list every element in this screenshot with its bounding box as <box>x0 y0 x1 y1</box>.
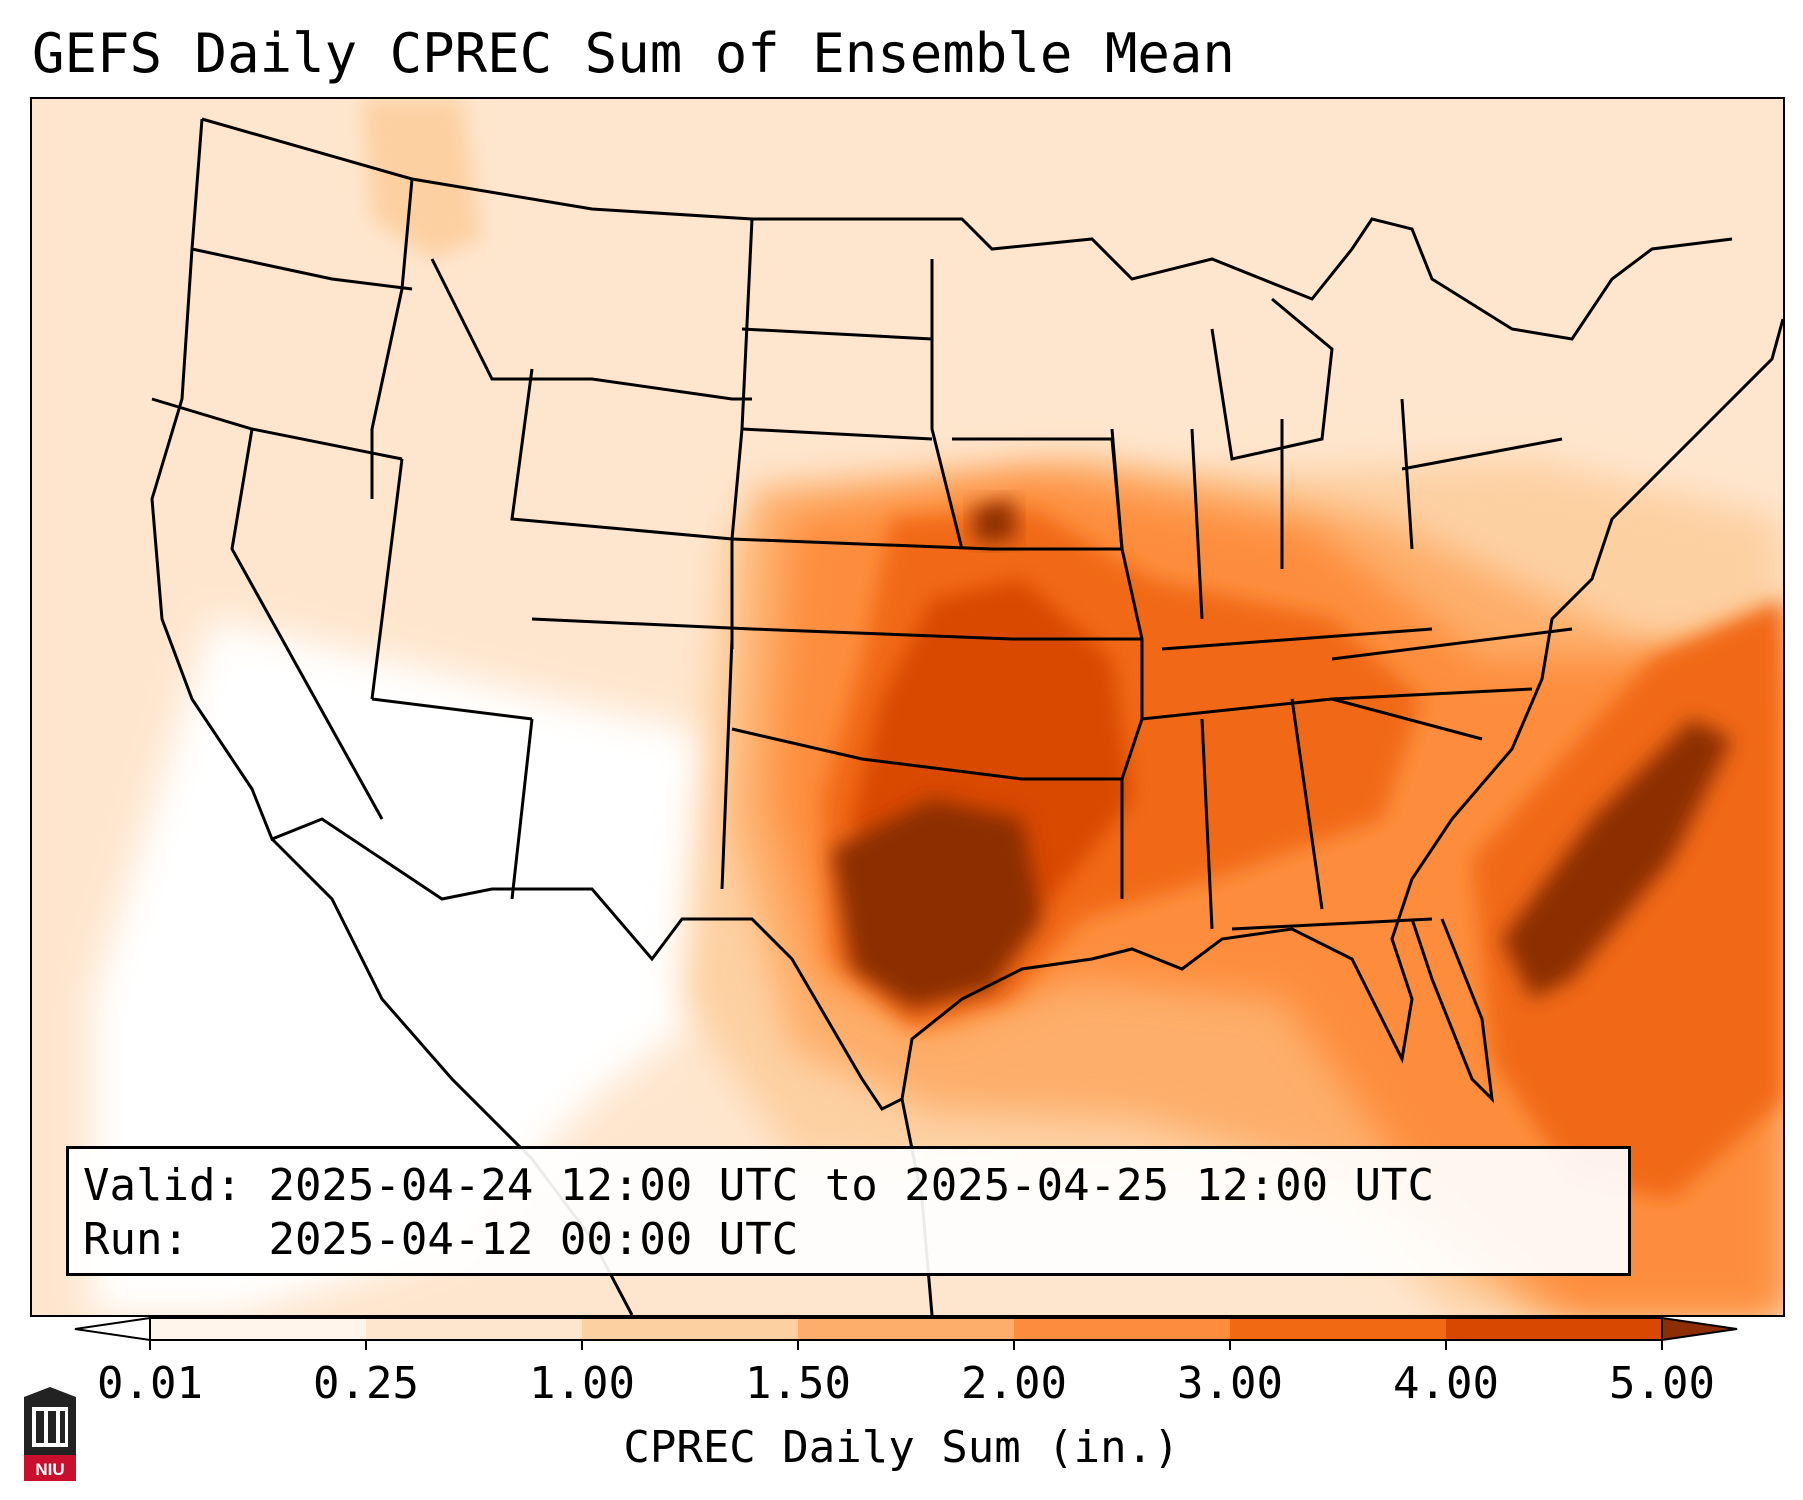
us-outline <box>150 118 1783 1111</box>
valid-line: Valid: 2025-04-24 12:00 UTC to 2025-04-2… <box>83 1159 1614 1213</box>
colorbar-segment <box>366 1318 582 1340</box>
northern-rockies-area <box>362 99 482 259</box>
nv-ut <box>370 458 404 700</box>
colorbar: 0.01 0.25 1.00 1.50 2.00 3.00 4.00 5.00 <box>74 1316 1738 1409</box>
nebraska-spot <box>972 499 1017 544</box>
atlantic-band-core <box>1502 719 1732 999</box>
run-line: Run: 2025-04-12 00:00 UTC <box>83 1213 1614 1267</box>
colorbar-segment <box>1446 1318 1662 1340</box>
co-nm <box>531 617 753 631</box>
wy-co <box>510 368 733 541</box>
nd-sd-ne <box>730 218 754 649</box>
colorbar-segment <box>1014 1318 1230 1340</box>
valid-run-info-box: Valid: 2025-04-24 12:00 UTC to 2025-04-2… <box>66 1146 1631 1276</box>
oh-pa <box>1400 398 1414 550</box>
valid-value: 2025-04-24 12:00 UTC to 2025-04-25 12:00… <box>268 1160 1435 1211</box>
colorbar-label: CPREC Daily Sum (in.) <box>623 1422 1180 1473</box>
map-panel <box>30 97 1785 1317</box>
colorbar-tick-label: 1.50 <box>745 1358 851 1409</box>
valid-label: Valid: <box>83 1160 242 1211</box>
colorbar-segment <box>582 1318 798 1340</box>
niu-logo: NIU <box>24 1387 76 1481</box>
colorbar-tick-label: 0.25 <box>313 1358 419 1409</box>
colorbar-tick-label: 2.00 <box>961 1358 1067 1409</box>
ok-tx <box>731 727 1023 781</box>
al-ga <box>1290 698 1324 910</box>
ms-al <box>1200 718 1214 930</box>
colorbar-segment <box>150 1318 366 1340</box>
az-nm <box>510 718 534 900</box>
logo-text: NIU <box>35 1460 64 1479</box>
colorbar-ticks: 0.01 0.25 1.00 1.50 2.00 3.00 4.00 5.00 <box>97 1340 1715 1409</box>
nc-sc <box>1331 697 1483 741</box>
page-title: GEFS Daily CPREC Sum of Ensemble Mean <box>32 22 1235 85</box>
nd-sd <box>741 327 933 341</box>
colorbar-extend-low <box>74 1316 151 1342</box>
wa-or <box>191 247 413 291</box>
colorbar-tick-label: 3.00 <box>1177 1358 1283 1409</box>
sd-ne <box>741 427 933 441</box>
nm-tx <box>720 638 734 890</box>
florida <box>1410 918 1495 1104</box>
il-in <box>1190 428 1204 620</box>
southern-plains-core-area <box>832 799 1042 1009</box>
colorbar-extend-high <box>1661 1316 1738 1342</box>
mt-south <box>430 258 752 401</box>
run-label: Run: <box>83 1214 189 1265</box>
state-boundaries <box>150 117 1783 1315</box>
ut-az <box>371 697 533 721</box>
ky-tn <box>1161 627 1433 651</box>
ks-ok <box>751 627 1013 641</box>
pa-ny <box>1401 437 1563 471</box>
colorbar-tick-label: 1.00 <box>529 1358 635 1409</box>
colorbar-segment <box>1230 1318 1446 1340</box>
mi-lower <box>1210 297 1334 461</box>
run-value: 2025-04-12 00:00 UTC <box>268 1214 799 1265</box>
mississippi-river <box>1110 428 1144 899</box>
colorbar-segment <box>798 1318 1014 1340</box>
ga-fl <box>1231 917 1433 931</box>
colorbar-segments <box>74 1316 1738 1342</box>
precipitation-map <box>32 99 1783 1315</box>
colorbar-tick-label: 4.00 <box>1393 1358 1499 1409</box>
colorbar-tick-label: 0.01 <box>97 1358 203 1409</box>
nc-va <box>1331 627 1573 661</box>
nv-ca <box>230 428 384 820</box>
id-west <box>370 178 414 499</box>
ne-ks <box>731 537 993 551</box>
colorbar-outline <box>149 1317 1663 1341</box>
colorbar-tick-label: 5.00 <box>1609 1358 1715 1409</box>
mn-west <box>930 259 964 550</box>
